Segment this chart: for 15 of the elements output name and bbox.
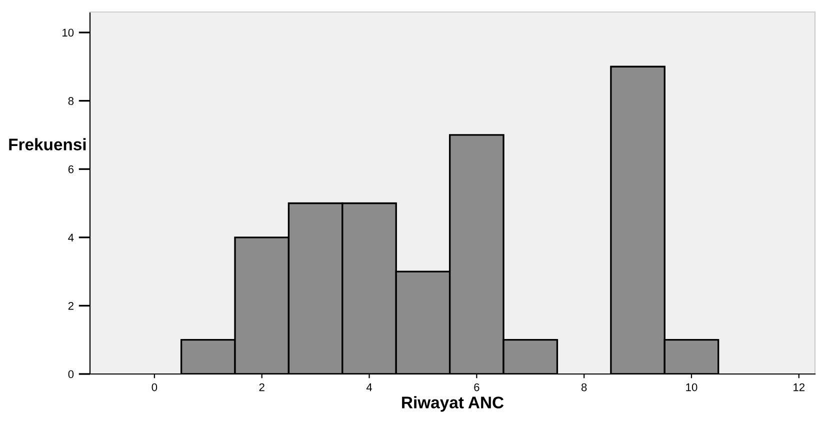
x-tick-label: 6 (474, 383, 480, 392)
x-tick-label: 2 (259, 383, 264, 392)
x-tick-label: 0 (152, 383, 158, 392)
y-axis-title: Frekuensi (9, 138, 86, 150)
x-tick-label: 10 (686, 383, 698, 392)
y-tick-label: 8 (68, 97, 74, 105)
x-axis-title: Riwayat ANC (402, 396, 504, 412)
x-tick-label: 12 (794, 383, 805, 392)
y-tick-label: 2 (68, 302, 74, 310)
x-tick-label: 4 (366, 383, 372, 392)
y-tick-label: 0 (68, 370, 74, 378)
y-tick-label: 10 (62, 28, 74, 37)
y-tick-label: 4 (68, 234, 74, 242)
y-tick-label: 6 (68, 165, 74, 174)
x-tick-label: 8 (581, 383, 587, 392)
